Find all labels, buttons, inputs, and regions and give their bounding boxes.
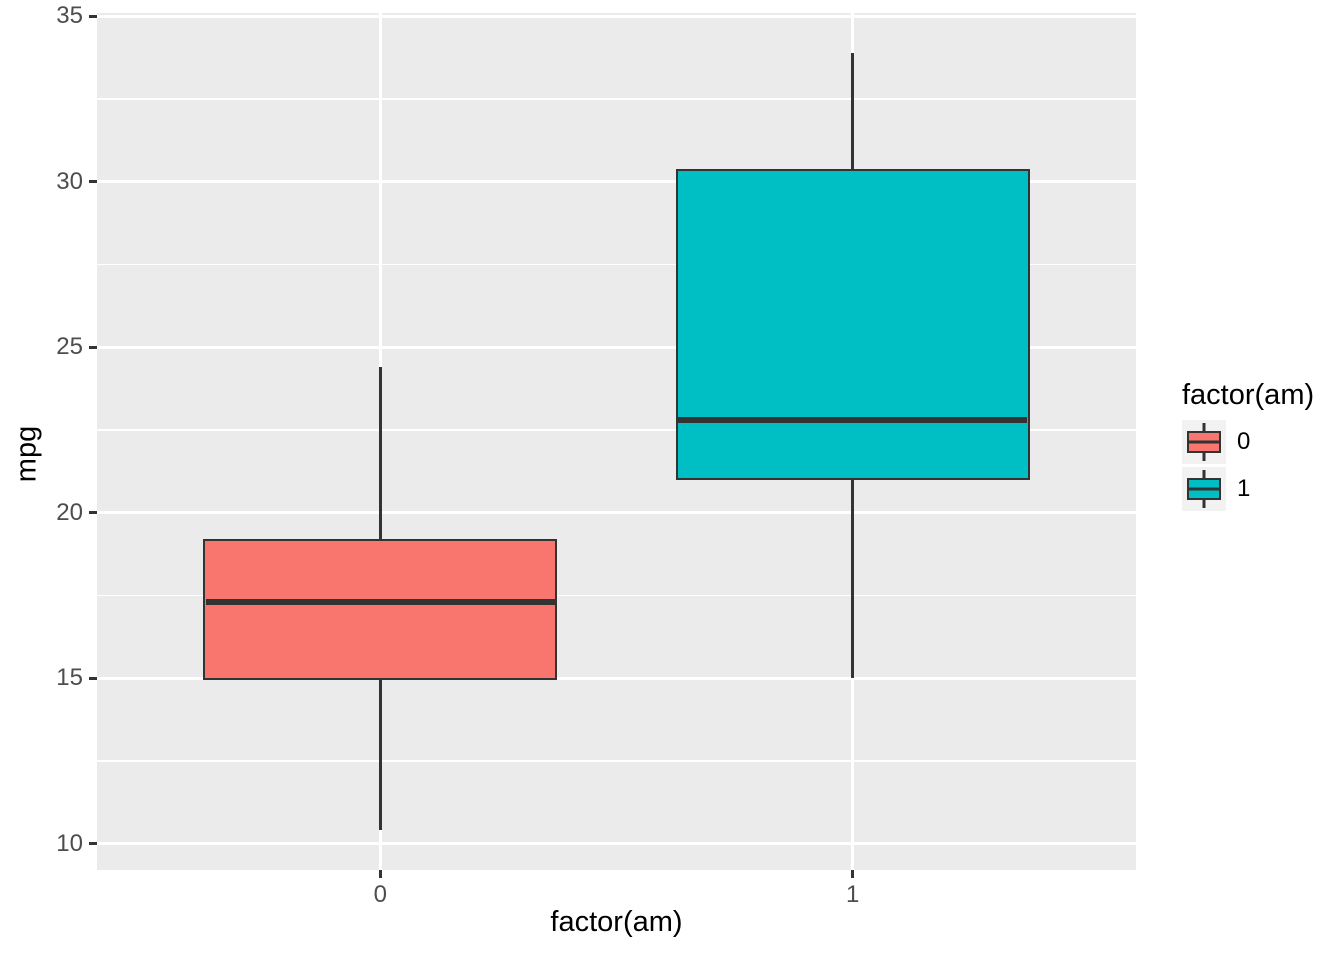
y-tick-label: 30 [56,167,83,195]
legend-label: 1 [1237,475,1251,502]
gridline-major [97,14,1136,18]
legend-key-median [1189,440,1219,444]
boxplot-median [205,598,555,605]
x-tick-label: 1 [845,881,860,908]
gridline-major [97,345,1136,349]
x-axis-title: factor(am) [550,906,683,938]
gridline-major [97,676,1136,680]
y-tick-label: 20 [56,498,83,526]
gridline-major [97,511,1136,515]
whisker-lower [851,479,855,679]
boxplot-box [203,539,558,680]
whisker-upper [851,52,855,169]
y-tick-mark [89,676,97,680]
y-tick-mark [89,14,97,18]
legend-title: factor(am) [1182,379,1315,411]
legend-key-boxplot-glyph [1182,420,1226,464]
whisker-lower [378,679,382,831]
gridline-minor [97,98,1136,100]
x-tick-mark [378,870,382,878]
y-tick-label: 10 [56,829,83,857]
legend-key-median [1189,487,1219,491]
gridline-major [97,842,1136,846]
y-axis-title: mpg [10,425,43,482]
y-tick-mark [89,842,97,846]
y-tick-label: 35 [56,2,83,30]
boxplot-median [678,416,1028,423]
y-tick-mark [89,511,97,515]
legend-key-box [1187,431,1221,453]
legend-entry: 0 [1182,420,1314,464]
gridline-minor [97,760,1136,762]
whisker-upper [378,367,382,540]
gridline-minor [97,263,1136,266]
x-tick-mark [851,870,855,878]
legend-entry: 1 [1182,467,1314,511]
boxplot-box [675,168,1030,480]
y-tick-mark [89,180,97,184]
legend-label: 0 [1237,428,1251,455]
x-tick-label: 0 [373,881,387,908]
gridline-minor [97,594,1136,597]
plot-panel [97,13,1136,870]
gridline-major [97,180,1136,184]
y-tick-label: 15 [56,664,83,692]
gridline-minor [97,429,1136,431]
y-tick-label: 25 [56,333,83,361]
y-tick-mark [89,345,97,349]
legend-key-box [1187,478,1221,500]
legend-key-boxplot-glyph [1182,467,1226,511]
